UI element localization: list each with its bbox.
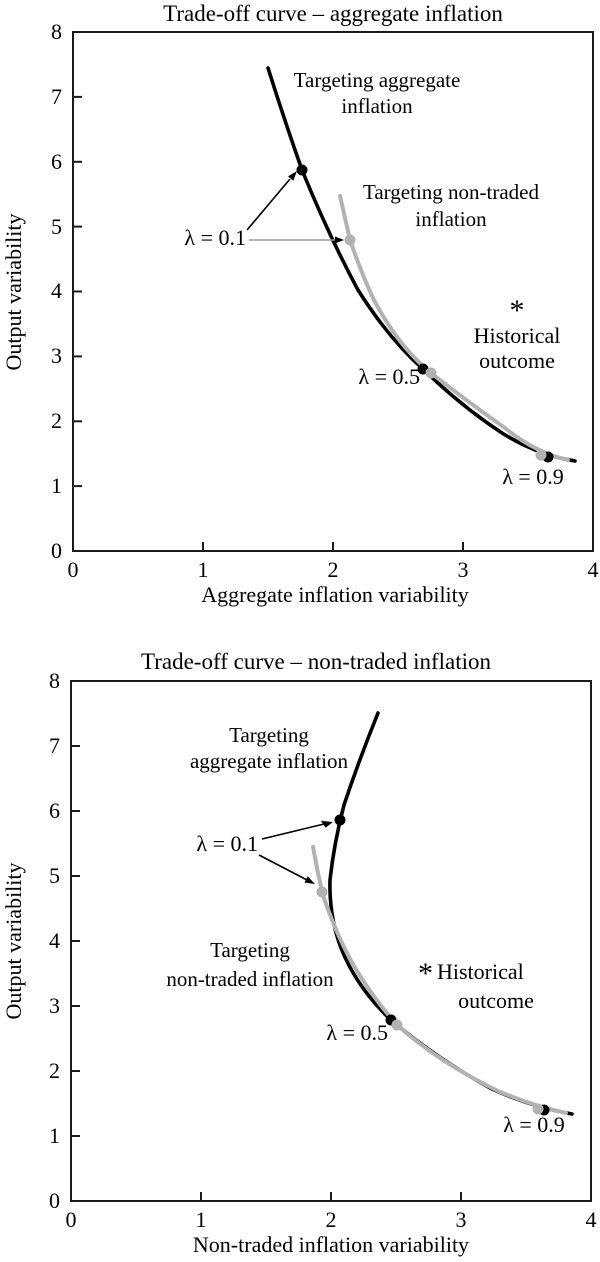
chart1-x-axis-label: Aggregate inflation variability bbox=[201, 582, 469, 607]
chart1-xtick-3: 3 bbox=[457, 557, 469, 582]
chart1-ytick-4: 4 bbox=[51, 278, 62, 303]
chart1-label-lambda-0.9: λ = 0.9 bbox=[502, 464, 564, 489]
chart2-label-targeting-non-traded-line2: non-traded inflation bbox=[166, 967, 334, 991]
chart1-label-targeting-non-traded-line1: Targeting non-traded bbox=[363, 180, 539, 204]
chart1-ytick-0: 0 bbox=[51, 538, 62, 563]
chart1-pointer-to-gray-dot bbox=[249, 236, 344, 244]
chart1-marker-gray-lambda-0.1 bbox=[344, 234, 356, 246]
chart2-historical-line2: outcome bbox=[458, 988, 534, 1013]
chart2-historical-asterisk-icon: * bbox=[418, 957, 433, 990]
chart1-historical-asterisk-icon: * bbox=[509, 294, 525, 327]
chart2-xtick-0: 0 bbox=[65, 1207, 77, 1232]
chart2-marker-black-lambda-0.1 bbox=[334, 814, 346, 826]
chart1-ytick-6: 6 bbox=[51, 149, 62, 174]
chart2-ytick-3: 3 bbox=[49, 993, 60, 1018]
chart1-ytick-8: 8 bbox=[51, 19, 62, 44]
chart1-label-targeting-aggregate: Targeting aggregate inflation bbox=[277, 67, 477, 119]
chart1-label-lambda-0.1: λ = 0.1 bbox=[184, 225, 246, 250]
chart2-x-ticks bbox=[200, 1192, 462, 1200]
chart2-label-targeting-non-traded: Targeting non-traded inflation bbox=[150, 936, 350, 994]
chart2-y-ticks bbox=[72, 745, 80, 1137]
chart2-plot bbox=[70, 680, 592, 1202]
chart1-ytick-1: 1 bbox=[51, 473, 62, 498]
chart1-marker-gray-lambda-0.9 bbox=[535, 449, 547, 461]
chart2-ytick-6: 6 bbox=[49, 798, 60, 823]
chart1-ytick-5: 5 bbox=[51, 214, 62, 239]
chart1-label-lambda-0.5: λ = 0.5 bbox=[358, 364, 420, 389]
chart2-historical-word: Historical bbox=[437, 959, 524, 984]
chart1-y-axis-label: Output variability bbox=[1, 213, 26, 371]
chart1-plot bbox=[72, 31, 594, 552]
chart2-title: Trade-off curve – non-traded inflation bbox=[140, 649, 491, 674]
chart2-ytick-5: 5 bbox=[49, 863, 60, 888]
chart2-ytick-7: 7 bbox=[49, 733, 60, 758]
chart1-historical-line2: outcome bbox=[479, 348, 555, 373]
chart2-historical-line1: * Historical bbox=[412, 957, 580, 990]
chart2-label-lambda-0.1: λ = 0.1 bbox=[196, 831, 258, 856]
chart2-xtick-3: 3 bbox=[455, 1207, 467, 1232]
chart2-ytick-0: 0 bbox=[49, 1188, 60, 1213]
chart1-title: Trade-off curve – aggregate inflation bbox=[163, 1, 503, 26]
chart2-ytick-4: 4 bbox=[49, 928, 60, 953]
chart2-ytick-1: 1 bbox=[49, 1123, 60, 1148]
chart1-marker-gray-lambda-0.5 bbox=[425, 367, 437, 379]
chart2-xtick-2: 2 bbox=[325, 1207, 337, 1232]
chart1-label-targeting-aggregate-line2: inflation bbox=[341, 94, 413, 118]
chart1-plot-box bbox=[72, 31, 594, 552]
chart2-historical-outcome: * Historical outcome bbox=[412, 958, 580, 1014]
chart1-arrow-to-black-dot bbox=[246, 171, 297, 231]
chart1-curve-targeting-aggregate bbox=[266, 66, 577, 463]
chart2-marker-gray-lambda-0.9 bbox=[532, 1103, 544, 1115]
chart2-ytick-8: 8 bbox=[49, 668, 60, 693]
chart1-ytick-3: 3 bbox=[51, 343, 62, 368]
chart1-xtick-1: 1 bbox=[197, 557, 209, 582]
chart1-historical-outcome: * Historical outcome bbox=[442, 294, 592, 374]
chart2-arrow-to-gray-dot bbox=[258, 854, 315, 884]
chart2-plot-box bbox=[70, 680, 592, 1202]
chart1-label-targeting-non-traded: Targeting non-traded inflation bbox=[351, 179, 551, 233]
chart2-ytick-2: 2 bbox=[49, 1058, 60, 1083]
chart1-ytick-7: 7 bbox=[51, 84, 62, 109]
chart2-label-lambda-0.9: λ = 0.9 bbox=[503, 1112, 565, 1137]
chart2-arrow-to-black-dot bbox=[261, 820, 333, 840]
chart2-x-axis-label: Non-traded inflation variability bbox=[192, 1232, 470, 1257]
chart1-marker-black-lambda-0.1 bbox=[296, 164, 308, 176]
chart2-xtick-4: 4 bbox=[585, 1207, 597, 1232]
chart1-label-targeting-aggregate-line1: Targeting aggregate bbox=[293, 68, 461, 92]
chart1-historical-line1: Historical bbox=[473, 323, 561, 348]
chart1-y-ticks bbox=[74, 95, 82, 488]
chart2-label-lambda-0.5: λ = 0.5 bbox=[326, 1020, 388, 1045]
chart1-xtick-2: 2 bbox=[327, 557, 339, 582]
chart1-ytick-2: 2 bbox=[51, 408, 62, 433]
chart1-label-targeting-non-traded-line2: inflation bbox=[415, 207, 487, 231]
chart2-label-targeting-non-traded-line1: Targeting bbox=[210, 938, 290, 962]
chart2-label-targeting-aggregate-line2: aggregate inflation bbox=[189, 749, 348, 773]
chart1-xtick-4: 4 bbox=[587, 557, 599, 582]
chart2-label-targeting-aggregate-line1: Targeting bbox=[229, 723, 309, 747]
chart1-xtick-0: 0 bbox=[67, 557, 79, 582]
chart2-marker-gray-lambda-0.5 bbox=[391, 1019, 403, 1031]
chart2-xtick-1: 1 bbox=[195, 1207, 207, 1232]
chart1-x-ticks bbox=[202, 542, 464, 550]
chart2-marker-gray-lambda-0.1 bbox=[316, 886, 328, 898]
chart2-y-axis-label: Output variability bbox=[1, 862, 26, 1020]
chart2-label-targeting-aggregate: Targeting aggregate inflation bbox=[169, 722, 369, 774]
